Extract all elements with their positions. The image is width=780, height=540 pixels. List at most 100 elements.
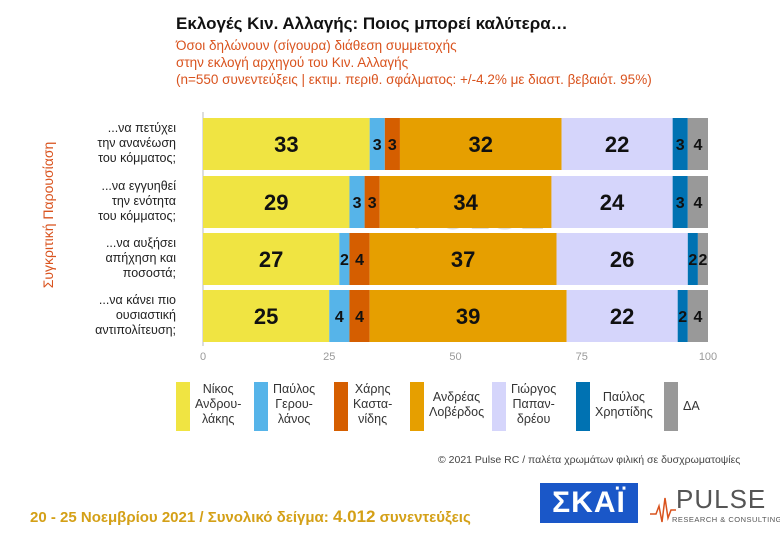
bar-value-label: 26 [610,247,634,272]
bar-segment [384,118,400,170]
legend-label: Γιώργος Παπαν-δρέου [511,382,557,426]
chart-title: Εκλογές Κιν. Αλλαγής: Ποιος μπορεί καλύτ… [176,14,568,33]
bar-value-label: 39 [456,304,480,329]
footer-suffix: συνεντεύξεις [379,509,471,526]
x-tick-label: 25 [323,351,335,363]
bar-value-label: 25 [254,304,278,329]
bar-value-label: 24 [600,190,625,215]
legend-swatch [334,382,348,431]
bar-segment [566,290,678,342]
bar-value-label: 4 [355,309,364,326]
bar-segment [687,233,698,285]
bar-value-label: 2 [678,309,687,326]
bar-value-label: 37 [451,247,475,272]
bar-value-label: 3 [353,195,362,212]
legend-item: Παύλος Γερου-λάνος [254,382,315,431]
legend-label: Χάρης Καστα-νίδης [353,382,393,426]
bar-segment [369,290,567,342]
bar-segment [203,118,370,170]
legend-label: ΔΑ [683,399,700,413]
footer-dates: 20 - 25 Νοεμβρίου 2021 / Συνολικό δείγμα… [30,509,329,526]
category-label: ...να εγγυηθεί την ενότητα του κόμματος; [98,179,176,223]
bar-segment [369,233,557,285]
bar-value-label: 2 [688,252,697,269]
bar-segment [329,290,350,342]
x-tick-label: 0 [200,351,206,363]
x-tick-label: 50 [449,351,461,363]
legend-item: Χάρης Καστα-νίδης [334,382,392,431]
legend-swatch [410,382,424,431]
bar-value-label: 22 [610,304,634,329]
legend-swatch [576,382,590,431]
pulse-logo: PULSE RESEARCH & CONSULTING [650,484,780,528]
subtitle-line-3: (n=550 συνεντεύξεις | εκτιμ. περιθ. σφάλ… [176,72,652,87]
bar-value-label: 4 [693,309,702,326]
bar-value-label: 2 [340,252,349,269]
bar-segment [697,233,708,285]
legend-label: Παύλος Χρηστίδης [595,390,653,419]
category-label: ...να αυξήσει απήχηση και ποσοστά; [105,236,176,280]
bar-value-label: 4 [693,137,702,154]
bar-value-label: 32 [469,132,493,157]
legend-item: ΔΑ [664,382,700,431]
bar-value-label: 2 [698,252,707,269]
bar-value-label: 34 [453,190,478,215]
footer-sample-info: 20 - 25 Νοεμβρίου 2021 / Συνολικό δείγμα… [30,507,471,527]
footer-sample-size: 4.012 [332,507,376,526]
bar-segment [561,118,673,170]
bar-segment [369,118,385,170]
pulse-logo-word: PULSE [676,484,767,514]
legend-label: Παύλος Γερου-λάνος [273,382,316,426]
bar-segment [399,118,562,170]
bar-segment [672,176,688,228]
bar-segment [551,176,673,228]
legend-swatch [664,382,678,431]
bar-value-label: 4 [355,252,364,269]
bar-value-label: 3 [676,137,685,154]
bar-value-label: 4 [335,309,344,326]
bar-value-label: 33 [274,132,298,157]
category-label: ...να πετύχει την ανανέωση του κόμματος; [97,121,176,165]
copyright-note: © 2021 Pulse RC / παλέτα χρωμάτων φιλική… [438,454,741,466]
bar-value-label: 27 [259,247,283,272]
x-tick-label: 100 [699,351,717,363]
bar-segment [203,233,340,285]
skai-logo: ΣΚΑΪ [540,483,638,523]
bar-value-label: 29 [264,190,288,215]
bar-segment [687,290,708,342]
legend-swatch [176,382,190,431]
bar-segment [364,176,380,228]
bar-segment [339,233,350,285]
pulse-logo-sub: RESEARCH & CONSULTING [672,515,780,524]
legend-item: Γιώργος Παπαν-δρέου [492,382,556,431]
bar-segment [672,118,688,170]
bar-value-label: 3 [676,195,685,212]
bar-value-label: 3 [388,137,397,154]
pulse-wave-icon [650,497,676,523]
legend-item: Νίκος Ανδρου-λάκης [176,382,241,431]
legend-item: Ανδρέας Λοβέρδος [410,382,484,431]
stacked-bar-chart: ...να πετύχει την ανανέωση του κόμματος;33… [95,112,717,363]
subtitle-line-1: Όσοι δηλώνουν (σίγουρα) διάθεση συμμετοχ… [176,38,457,53]
bar-segment [349,233,370,285]
x-tick-label: 75 [576,351,588,363]
bar-value-label: 3 [373,137,382,154]
bar-value-label: 4 [693,195,702,212]
subtitle-line-2: στην εκλογή αρχηγού του Κιν. Αλλαγής [176,55,409,70]
bar-segment [687,176,708,228]
bar-segment [203,176,350,228]
bar-segment [203,290,330,342]
legend-label: Ανδρέας Λοβέρδος [429,390,485,419]
legend-swatch [254,382,268,431]
bar-value-label: 3 [368,195,377,212]
legend-item: Παύλος Χρηστίδης [576,382,653,431]
bar-segment [349,176,365,228]
bar-value-label: 22 [605,132,629,157]
legend-label: Νίκος Ανδρου-λάκης [195,382,242,426]
bar-segment [379,176,552,228]
bar-segment [677,290,688,342]
bar-segment [687,118,708,170]
bar-segment [556,233,688,285]
legend: Νίκος Ανδρου-λάκης Παύλος Γερου-λάνος Χάρης Κ… [176,382,736,434]
bar-segment [349,290,370,342]
